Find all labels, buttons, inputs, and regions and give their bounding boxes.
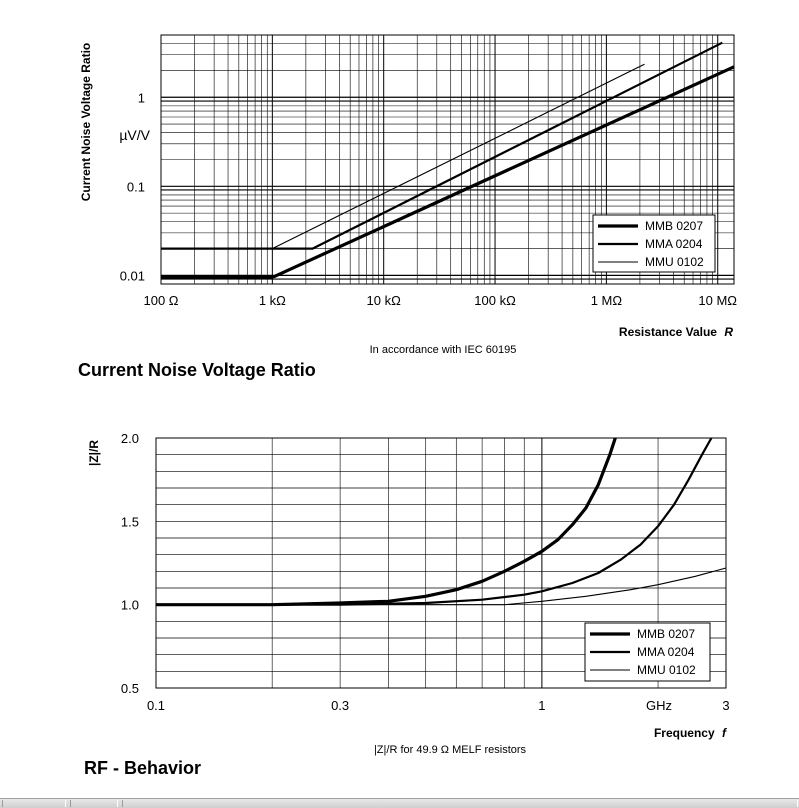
noise-chart-xlabel: Resistance Value R [619, 325, 733, 339]
noise-chart-x-ticks: 100 Ω 1 kΩ 10 kΩ 100 kΩ 1 MΩ 10 MΩ [143, 293, 737, 308]
y-tick-label: 0.01 [120, 268, 145, 283]
x-tick-label: 10 kΩ [367, 293, 402, 308]
legend-label: MMB 0207 [637, 627, 695, 641]
series-line-mma-0204 [161, 41, 723, 250]
noise-chart-title: Current Noise Voltage Ratio [78, 360, 316, 380]
noise-chart-frame [160, 34, 735, 285]
noise-chart: Current Noise Voltage Ratio µV/V 100 Ω 1 … [79, 34, 737, 356]
rf-chart-x-ticks: 0.1 0.3 1 3 [147, 698, 730, 713]
x-tick-label: 1 kΩ [259, 293, 286, 308]
rf-chart: |Z|/R 0.1 0.3 1 3 0.5 1.0 1.5 2.0 GHz MMB 0207… [87, 431, 730, 756]
legend-label: MMU 0102 [645, 255, 704, 269]
x-tick-label: 10 MΩ [698, 293, 737, 308]
x-tick-label: 1 [538, 698, 545, 713]
y-tick-label: 0.5 [121, 681, 139, 696]
rf-chart-title: RF - Behavior [84, 758, 202, 778]
taskbar-button[interactable] [70, 800, 118, 807]
y-tick-label: 2.0 [121, 431, 139, 446]
legend-label: MMU 0102 [637, 663, 696, 677]
series-line-mmb-0207 [156, 437, 617, 607]
x-tick-label: 100 Ω [143, 293, 178, 308]
x-tick-label: 100 kΩ [474, 293, 516, 308]
y-tick-label: 0.1 [127, 179, 145, 194]
noise-chart-legend: MMB 0207 MMA 0204 MMU 0102 [592, 214, 716, 273]
rf-chart-y-ticks: 0.5 1.0 1.5 2.0 [121, 431, 139, 696]
y-tick-label: 1.0 [121, 598, 139, 613]
noise-chart-series [161, 41, 735, 279]
taskbar [0, 798, 799, 808]
rf-chart-series [156, 437, 727, 607]
rf-chart-xlabel-text: Frequency [654, 726, 715, 740]
noise-chart-xlabel-text: Resistance Value [619, 325, 717, 339]
noise-chart-yunit: µV/V [119, 127, 150, 143]
y-tick-label: 1 [138, 90, 145, 105]
y-tick-label: 1.5 [121, 514, 139, 529]
rf-chart-ylabel: |Z|/R [87, 440, 101, 466]
x-tick-label: 0.1 [147, 698, 165, 713]
x-tick-label: 1 MΩ [591, 293, 623, 308]
x-tick-label: 3 [722, 698, 729, 713]
series-line-mmb-0207 [161, 65, 735, 279]
x-tick-label: 0.3 [331, 698, 349, 713]
noise-chart-note: In accordance with IEC 60195 [370, 344, 517, 356]
series-line-mmu-0102 [156, 567, 727, 606]
taskbar-button[interactable] [2, 800, 66, 807]
rf-chart-x-unit: GHz [646, 698, 672, 713]
rf-chart-xlabel: Frequency f [654, 726, 727, 740]
noise-chart-ylabel: Current Noise Voltage Ratio [79, 43, 93, 201]
series-line-mmu-0102 [272, 63, 645, 250]
series-line-mma-0204 [156, 437, 713, 606]
rf-chart-xlabel-var: f [722, 726, 727, 740]
rf-chart-legend: MMB 0207 MMA 0204 MMU 0102 [584, 622, 711, 682]
noise-chart-y-ticks: 0.01 0.1 1 [120, 90, 145, 283]
rf-chart-note: |Z|/R for 49.9 Ω MELF resistors [374, 744, 527, 756]
taskbar-button[interactable] [122, 800, 798, 807]
rf-chart-frame [155, 437, 727, 689]
legend-label: MMB 0207 [645, 219, 703, 233]
legend-label: MMA 0204 [637, 645, 695, 659]
noise-chart-xlabel-var: R [724, 325, 733, 339]
legend-label: MMA 0204 [645, 237, 703, 251]
